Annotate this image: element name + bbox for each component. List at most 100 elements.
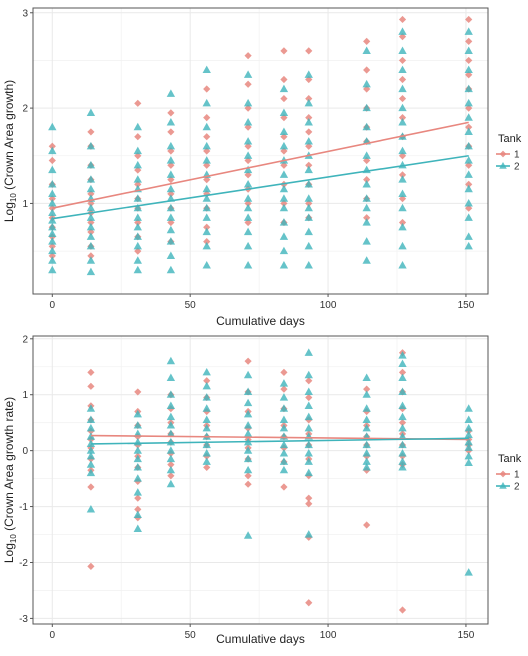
- data-point-tank-2: [304, 70, 313, 78]
- data-point-tank-2: [398, 359, 407, 368]
- x-tick-labels: 0 50 100 150: [50, 294, 475, 311]
- data-point-tank-2: [464, 213, 473, 221]
- legend: Tank 1 2: [496, 133, 522, 173]
- data-point-tank-2: [279, 84, 289, 93]
- data-point-tank-1: [203, 237, 211, 246]
- y-axis-title: Log10 (Crown Area growth): [2, 80, 18, 222]
- data-point-tank-2: [133, 409, 142, 418]
- data-point-tank-2: [202, 423, 211, 432]
- data-point-tank-2: [166, 203, 176, 212]
- data-point-tank-2: [279, 415, 289, 423]
- data-point-tank-2: [166, 251, 176, 259]
- data-point-tank-2: [48, 246, 57, 255]
- data-point-tank-2: [166, 465, 176, 474]
- data-point-tank-2: [202, 227, 211, 236]
- data-point-tank-2: [202, 381, 211, 390]
- data-point-tank-2: [202, 98, 211, 107]
- data-point-tank-2: [243, 370, 253, 379]
- data-point-tank-2: [166, 421, 176, 429]
- data-point-tank-2: [398, 387, 407, 396]
- data-point-tank-2: [202, 415, 211, 423]
- data-point-tank-1: [305, 500, 313, 508]
- x-tick-label: 50: [185, 300, 197, 311]
- data-point-tank-2: [279, 194, 289, 202]
- data-point-tank-1: [398, 419, 407, 427]
- data-point-tank-1: [305, 393, 313, 402]
- data-point-tank-2: [464, 458, 473, 467]
- data-point-tank-1: [398, 606, 407, 614]
- legend-label-tank-2: 2: [514, 482, 520, 493]
- data-point-tank-2: [202, 457, 211, 465]
- data-point-tank-2: [279, 379, 289, 387]
- data-point-tank-2: [304, 423, 313, 432]
- data-point-tank-2: [398, 351, 407, 359]
- data-point-tank-2: [464, 423, 473, 432]
- data-point-tank-2: [279, 423, 289, 432]
- data-point-tank-2: [304, 468, 313, 477]
- data-point-tank-2: [166, 118, 176, 126]
- data-point-tank-1: [398, 75, 407, 84]
- data-point-tank-2: [166, 184, 176, 193]
- y-tick-label: 1: [22, 199, 28, 210]
- data-point-tank-2: [133, 146, 142, 155]
- data-point-tank-2: [304, 457, 313, 465]
- data-point-tank-2: [304, 241, 313, 250]
- data-point-tank-2: [243, 137, 253, 145]
- data-point-tank-2: [304, 401, 313, 409]
- data-point-tank-2: [86, 415, 96, 423]
- data-point-tank-2: [86, 241, 96, 250]
- data-point-tank-2: [243, 203, 253, 212]
- data-point-tank-2: [464, 113, 473, 121]
- trend-line-tank-1: [52, 121, 469, 209]
- legend-key-marker: [499, 150, 507, 158]
- data-point-tank-1: [280, 385, 288, 393]
- y-tick-labels: -3 -2 -1 0 1 2: [19, 334, 33, 625]
- data-point-tank-2: [133, 241, 142, 250]
- data-point-tank-2: [304, 348, 313, 356]
- data-point-tank-2: [362, 390, 371, 398]
- data-point-tank-1: [87, 382, 95, 390]
- data-point-tank-1: [398, 94, 407, 103]
- data-point-tank-2: [86, 203, 96, 212]
- y-tick-label: -3: [19, 614, 28, 625]
- data-point-tank-1: [48, 156, 56, 165]
- data-point-tank-1: [203, 223, 211, 231]
- data-point-tank-2: [202, 65, 211, 74]
- x-tick-label: 0: [50, 300, 56, 311]
- data-point-tank-1: [363, 176, 371, 184]
- data-point-tank-2: [166, 225, 176, 234]
- data-point-tank-2: [86, 460, 96, 468]
- data-point-tank-2: [304, 449, 313, 457]
- data-point-tank-2: [464, 127, 473, 136]
- data-point-tank-2: [304, 194, 313, 202]
- data-point-tank-2: [133, 222, 142, 231]
- trend-line-tank-2: [52, 154, 469, 220]
- x-tick-label: 0: [50, 630, 56, 641]
- legend-key-tank-1: [496, 150, 510, 158]
- data-point-tank-2: [86, 423, 96, 432]
- y-tick-label: 3: [22, 8, 28, 19]
- data-point-tank-1: [305, 161, 313, 169]
- data-point-tank-2: [464, 437, 473, 446]
- data-point-tank-2: [464, 568, 473, 576]
- y-axis-title-rest: (Crown Area growth rate): [2, 397, 16, 534]
- data-point-tank-2: [279, 393, 289, 401]
- y-axis-title-subscript: 10: [9, 534, 18, 543]
- data-point-tank-2: [304, 387, 313, 396]
- data-point-tank-2: [166, 141, 176, 150]
- data-point-tank-2: [464, 430, 473, 439]
- data-point-tank-2: [166, 237, 176, 245]
- data-point-tank-2: [279, 449, 289, 457]
- data-point-tank-1: [305, 128, 313, 136]
- data-point-tank-2: [166, 213, 176, 221]
- data-point-tank-2: [304, 203, 313, 212]
- data-point-tank-2: [304, 261, 313, 269]
- legend-title: Tank: [498, 453, 522, 465]
- data-point-tank-2: [86, 446, 96, 454]
- data-point-tank-2: [398, 432, 407, 440]
- data-point-tank-1: [363, 521, 371, 529]
- data-point-tank-1: [134, 505, 142, 513]
- data-point-tank-2: [243, 398, 253, 407]
- data-point-tank-1: [244, 357, 252, 365]
